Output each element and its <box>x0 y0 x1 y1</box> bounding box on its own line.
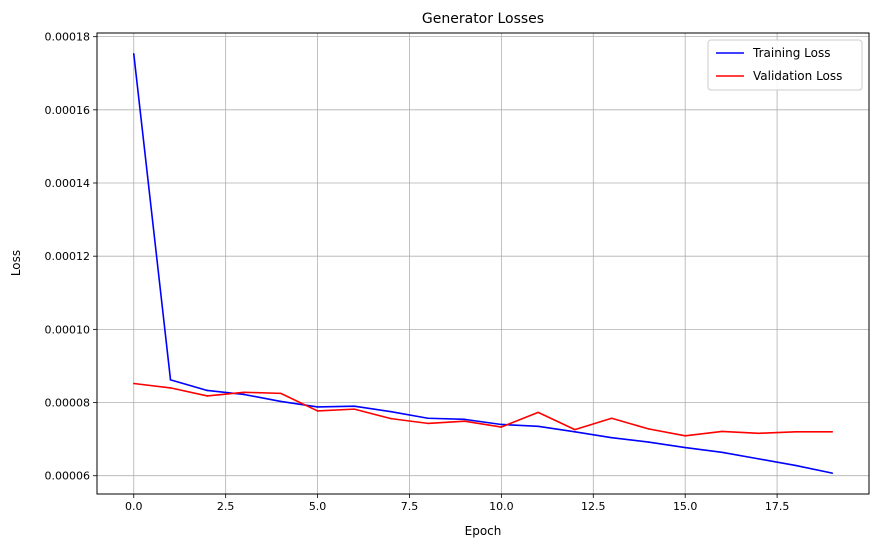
y-axis-label: Loss <box>9 250 23 276</box>
y-tick-label: 0.00012 <box>45 250 91 263</box>
validation-loss-point <box>169 387 172 389</box>
training-loss-point <box>684 446 686 449</box>
validation-loss-point <box>574 428 576 431</box>
validation-loss-point <box>280 392 282 395</box>
validation-loss-point <box>831 431 834 433</box>
validation-loss-point <box>684 435 686 437</box>
y-tick-label: 0.00016 <box>45 104 91 117</box>
training-loss-point <box>463 418 466 421</box>
x-tick-label: 7.5 <box>401 500 419 513</box>
x-tick-label: 15.0 <box>673 500 698 513</box>
validation-loss-point <box>500 426 503 428</box>
training-loss-line <box>132 53 833 474</box>
x-axis-ticks: 0.0 2.5 5.0 7.5 10.0 12.5 15.0 17.5 <box>125 494 789 513</box>
x-tick-label: 2.5 <box>217 500 235 513</box>
training-loss-point <box>169 379 172 381</box>
validation-loss-point <box>463 420 466 422</box>
training-loss-point <box>610 436 613 439</box>
validation-loss-legend-label: Validation Loss <box>753 69 842 83</box>
validation-loss-point <box>316 410 319 412</box>
training-loss-point <box>206 389 209 392</box>
training-loss-point <box>721 451 723 454</box>
legend-box <box>707 39 863 91</box>
training-loss-point <box>500 423 503 426</box>
validation-loss-point <box>132 382 135 385</box>
training-loss-point <box>243 393 245 396</box>
training-loss-legend-label: Training Loss <box>752 46 830 60</box>
training-loss-point <box>390 410 392 413</box>
validation-loss-point <box>647 428 650 430</box>
training-loss-point <box>757 458 760 460</box>
x-tick-label: 0.0 <box>125 500 143 513</box>
series-lines <box>132 53 834 474</box>
x-tick-label: 12.5 <box>581 500 606 513</box>
training-loss-point <box>794 464 797 467</box>
training-loss-point <box>831 472 834 474</box>
plot-frame <box>96 32 870 495</box>
training-loss-point <box>427 417 429 420</box>
validation-loss-point <box>794 431 797 433</box>
grid-lines <box>97 33 869 494</box>
training-loss-point <box>353 405 356 407</box>
training-loss-point <box>132 53 135 55</box>
validation-loss-point <box>390 417 392 420</box>
x-axis-label: Epoch <box>465 524 502 538</box>
training-loss-point <box>280 400 282 403</box>
validation-loss-point <box>537 411 539 414</box>
validation-loss-point <box>757 432 760 435</box>
validation-loss-point <box>721 430 723 433</box>
x-tick-label: 17.5 <box>765 500 790 513</box>
training-loss-point <box>647 441 650 443</box>
chart-title: Generator Losses <box>422 11 544 27</box>
training-loss-point <box>537 425 539 428</box>
y-tick-label: 0.00008 <box>45 397 91 410</box>
x-tick-label: 10.0 <box>489 500 514 513</box>
y-tick-label: 0.00010 <box>45 323 91 336</box>
y-tick-label: 0.00018 <box>45 31 91 44</box>
training-loss-point <box>574 431 576 433</box>
validation-loss-point <box>610 417 613 420</box>
validation-loss-point <box>243 391 245 394</box>
training-loss-point <box>316 406 319 408</box>
validation-loss-point <box>427 422 429 425</box>
y-axis-ticks: 0.00006 0.00008 0.00010 0.00012 0.00014 0.000… <box>45 31 97 483</box>
validation-loss-line <box>133 382 833 437</box>
validation-loss-point <box>206 395 209 397</box>
y-tick-label: 0.00006 <box>45 470 91 483</box>
validation-loss-point <box>353 408 356 410</box>
y-tick-label: 0.00014 <box>45 177 91 190</box>
x-tick-label: 5.0 <box>309 500 327 513</box>
legend: Training Loss Validation Loss <box>707 39 863 91</box>
